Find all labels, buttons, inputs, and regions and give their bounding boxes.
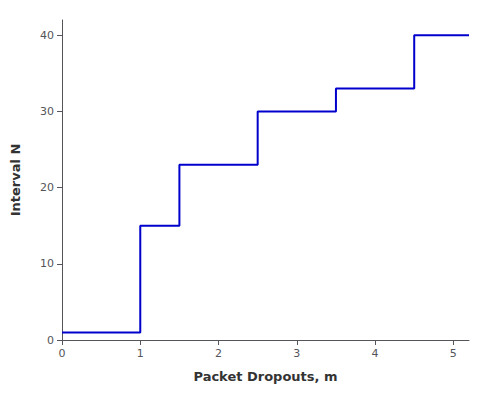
svg-text:20: 20 <box>40 181 54 194</box>
svg-text:3: 3 <box>293 347 300 360</box>
svg-text:30: 30 <box>40 105 54 118</box>
svg-text:Packet Dropouts, m: Packet Dropouts, m <box>193 369 337 384</box>
svg-text:0: 0 <box>59 347 66 360</box>
svg-text:1: 1 <box>137 347 144 360</box>
svg-text:40: 40 <box>40 29 54 42</box>
svg-text:4: 4 <box>372 347 379 360</box>
svg-text:Interval N: Interval N <box>8 144 23 217</box>
svg-text:5: 5 <box>450 347 457 360</box>
svg-text:2: 2 <box>215 347 222 360</box>
svg-text:10: 10 <box>40 257 54 270</box>
svg-text:0: 0 <box>47 334 54 347</box>
